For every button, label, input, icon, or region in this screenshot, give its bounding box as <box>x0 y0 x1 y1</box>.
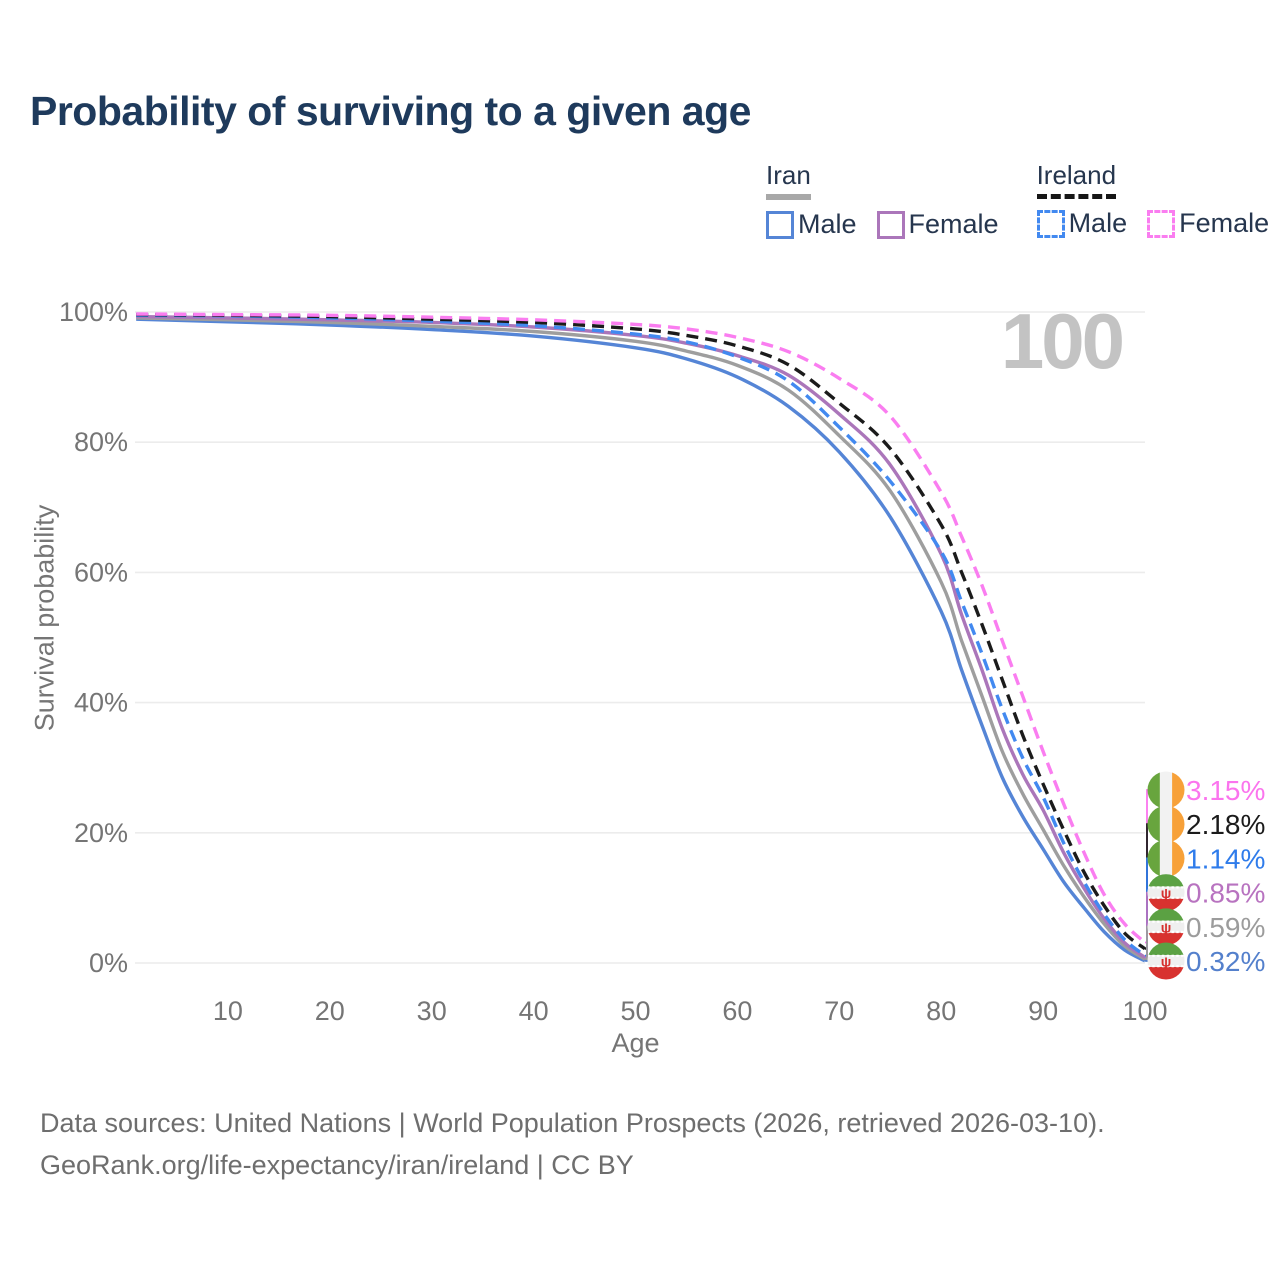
iran-female-line-swatch-icon <box>876 210 905 239</box>
end-label-value-iran-female: 0.85% <box>1186 878 1265 909</box>
x-axis-tick-label: 50 <box>620 996 650 1026</box>
footer-attribution: Data sources: United Nations | World Pop… <box>40 1103 1105 1187</box>
y-axis-tick-label: 80% <box>74 427 128 457</box>
legend-item-label: Female <box>908 209 999 239</box>
legend: Iran Male Female Ireland Male <box>766 160 1269 240</box>
legend-country-iran-label: Iran <box>766 160 811 200</box>
page-title: Probability of surviving to a given age <box>30 88 751 134</box>
legend-country-iran: Iran <box>766 160 999 200</box>
legend-item-label: Male <box>1068 208 1128 238</box>
legend-group-ireland: Ireland Male Female <box>1036 160 1270 240</box>
x-axis-tick-label: 10 <box>213 996 243 1026</box>
ireland-female-line-swatch-icon <box>1147 209 1176 238</box>
x-axis-tick-label: 90 <box>1028 996 1058 1026</box>
legend-item-iran-female[interactable]: Female <box>876 209 999 240</box>
x-axis-tick-label: 60 <box>722 996 752 1026</box>
iran-emblem: ψ <box>1161 919 1172 935</box>
iran-emblem: ψ <box>1161 954 1172 970</box>
end-label-value-iran-both: 0.59% <box>1186 912 1265 943</box>
x-axis-title: Age <box>611 1028 659 1058</box>
y-axis-tick-label: 40% <box>74 688 128 718</box>
legend-item-ireland-female[interactable]: Female <box>1147 208 1269 239</box>
series-iran-female-line[interactable] <box>136 314 1147 959</box>
series-iran-male-line[interactable] <box>136 317 1146 963</box>
ireland-male-line-swatch-icon <box>1036 209 1065 238</box>
legend-country-ireland: Ireland <box>1036 160 1270 199</box>
x-axis-tick-label: 70 <box>824 996 854 1026</box>
hovered-age-watermark: 100 <box>1000 297 1125 385</box>
ireland-flag-icon <box>1147 771 1185 809</box>
x-axis-tick-label: 40 <box>519 996 549 1026</box>
legend-country-ireland-label: Ireland <box>1036 160 1117 199</box>
y-axis-tick-label: 60% <box>74 557 128 587</box>
legend-item-label: Male <box>798 209 857 239</box>
series-ireland-male-line[interactable] <box>136 313 1147 957</box>
y-axis-title: Survival probability <box>29 504 60 732</box>
ireland-flag-icon <box>1147 805 1185 843</box>
legend-item-label: Female <box>1179 208 1270 238</box>
x-axis-tick-label: 80 <box>926 996 956 1026</box>
iran-flag-icon: ψ <box>1147 942 1185 980</box>
footer-data-sources: Data sources: United Nations | World Pop… <box>40 1108 1105 1138</box>
iran-emblem: ψ <box>1161 885 1172 901</box>
legend-item-iran-male[interactable]: Male <box>766 209 857 240</box>
y-axis-tick-label: 100% <box>59 297 128 327</box>
end-label-value-ireland-male: 1.14% <box>1186 843 1265 874</box>
x-axis-tick-label: 30 <box>417 996 447 1026</box>
series-ireland-female-line[interactable] <box>136 312 1147 944</box>
ireland-flag-icon <box>1147 839 1185 877</box>
end-label-value-iran-male: 0.32% <box>1186 946 1265 977</box>
iran-flag-icon: ψ <box>1147 874 1185 912</box>
iran-male-line-swatch-icon <box>766 210 794 239</box>
legend-item-ireland-male[interactable]: Male <box>1036 208 1128 239</box>
series-ireland-both-line[interactable] <box>136 312 1147 951</box>
y-axis-tick-label: 0% <box>89 948 128 978</box>
legend-group-iran: Iran Male Female <box>766 160 999 240</box>
y-axis-tick-label: 20% <box>74 818 128 848</box>
footer-url: GeoRank.org/life-expectancy/iran/ireland… <box>40 1149 634 1180</box>
x-axis-tick-label: 100 <box>1122 996 1167 1026</box>
end-label-value-ireland-both: 2.18% <box>1186 809 1265 840</box>
x-axis-tick-label: 20 <box>315 996 345 1026</box>
end-label-value-ireland-female: 3.15% <box>1186 775 1265 806</box>
iran-flag-icon: ψ <box>1147 908 1185 946</box>
series-iran-both-line[interactable] <box>136 316 1146 961</box>
